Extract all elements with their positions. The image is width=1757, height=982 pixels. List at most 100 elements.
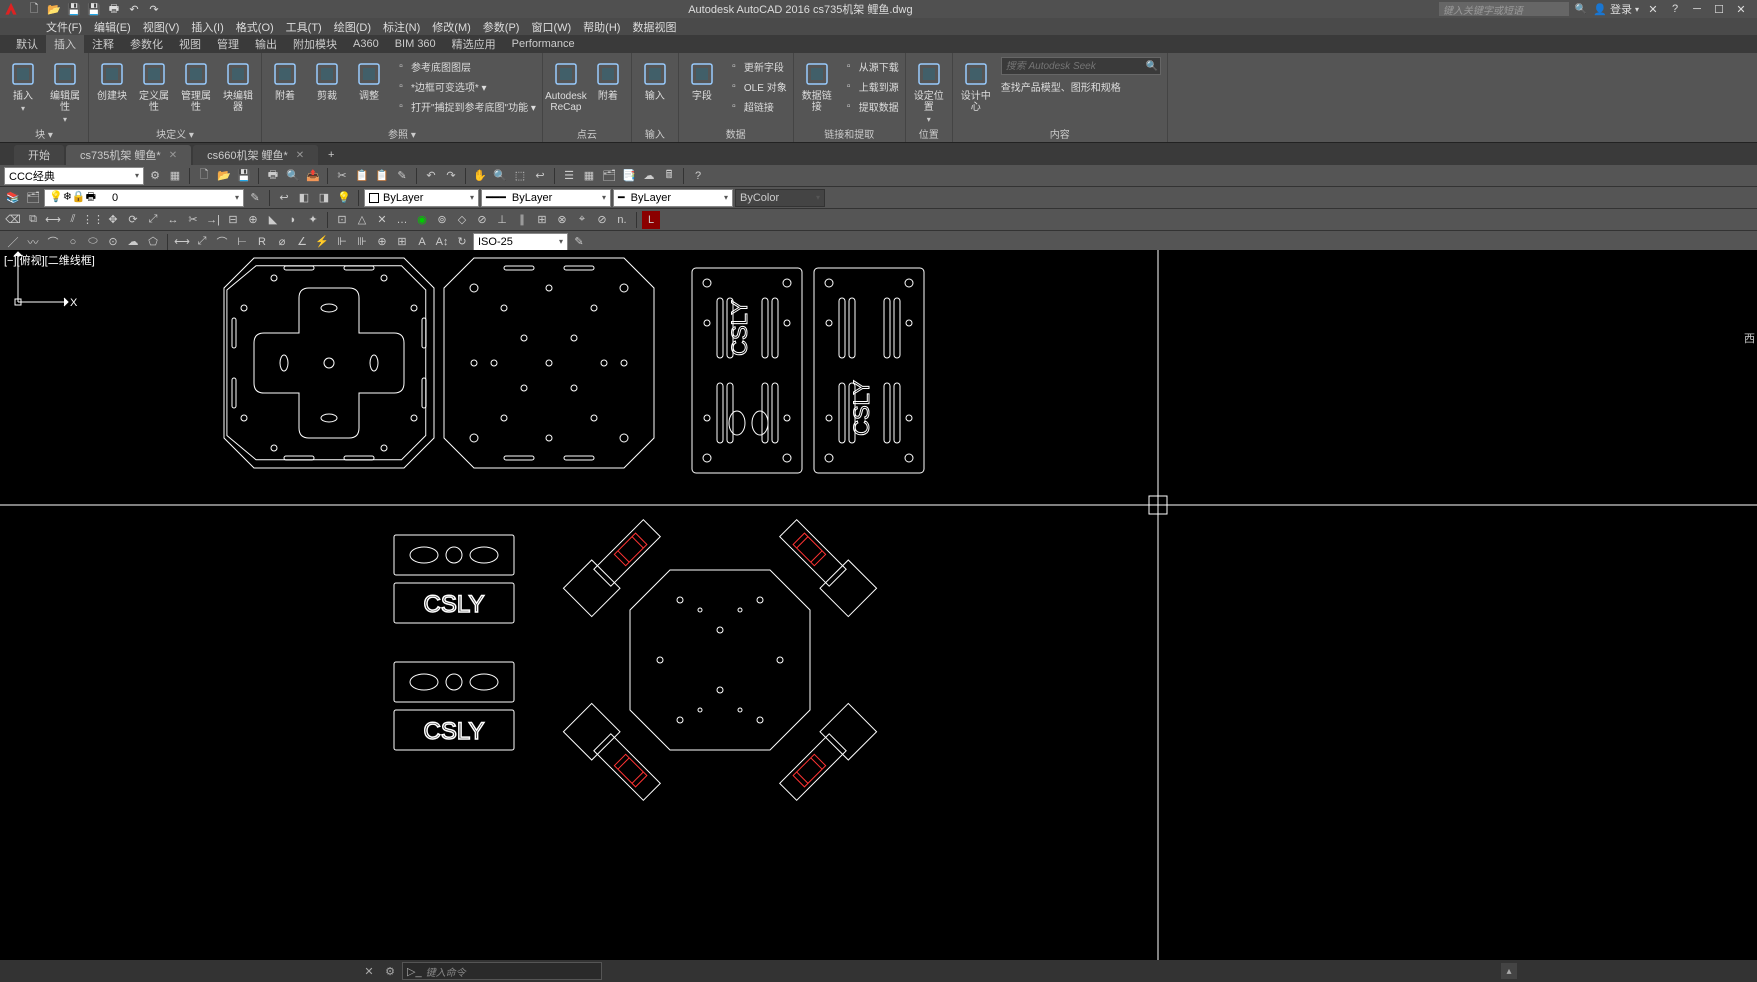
ucs-icon[interactable]: L <box>642 211 660 229</box>
dim-ord-icon[interactable]: ⊢ <box>233 233 251 251</box>
btn-编辑属性[interactable]: 编辑属性▾ <box>46 55 84 124</box>
ws-icon[interactable]: ▦ <box>166 167 184 185</box>
layer-combo[interactable]: 💡❄🔒🖶0▾ <box>44 189 244 207</box>
move-icon[interactable]: ✥ <box>104 211 122 229</box>
smallbtn[interactable]: ▫从源下载 <box>840 57 901 75</box>
doc-tab[interactable]: cs735机架 鲤鱼*✕ <box>66 145 191 165</box>
open-doc-icon[interactable]: 📂 <box>215 167 233 185</box>
cmd-opts-icon[interactable]: ⚙ <box>381 962 399 980</box>
snap-set-icon[interactable]: n. <box>613 211 631 229</box>
ssm-icon[interactable]: 📑 <box>620 167 638 185</box>
smallbtn[interactable]: ▫打开"捕捉到参考底图"功能 ▾ <box>392 97 538 115</box>
tab-close-icon[interactable]: ✕ <box>169 150 177 161</box>
zoomwin-icon[interactable]: ⬚ <box>511 167 529 185</box>
mirror-icon[interactable]: ⟷ <box>44 211 62 229</box>
snap-ext-icon[interactable]: … <box>393 211 411 229</box>
menu-绘图[interactable]: 绘图(D) <box>328 19 377 35</box>
doc-tab[interactable]: cs660机架 鲤鱼*✕ <box>193 145 318 165</box>
snap-geo-icon[interactable]: ⊚ <box>433 211 451 229</box>
dim-ali-icon[interactable]: ⤢ <box>193 233 211 251</box>
ribbon-tab-6[interactable]: 输出 <box>247 35 285 53</box>
layermatch-icon[interactable]: ✎ <box>246 189 264 207</box>
btn-管理属性[interactable]: 管理属性 <box>177 55 215 113</box>
undo2-icon[interactable]: ↶ <box>422 167 440 185</box>
menu-修改[interactable]: 修改(M) <box>426 19 477 35</box>
btn-附着[interactable]: 附着 <box>266 55 304 102</box>
help2-icon[interactable]: ? <box>689 167 707 185</box>
copy-icon[interactable]: 📋 <box>353 167 371 185</box>
ellipse-icon[interactable]: ⬭ <box>84 233 102 251</box>
dim-cen-icon[interactable]: ⊕ <box>373 233 391 251</box>
btn-字段[interactable]: 字段 <box>683 55 721 102</box>
save-icon[interactable]: 💾 <box>66 1 82 17</box>
pan-icon[interactable]: ✋ <box>471 167 489 185</box>
ribbon-tab-2[interactable]: 注释 <box>84 35 122 53</box>
menu-视图[interactable]: 视图(V) <box>137 19 186 35</box>
btn-创建块[interactable]: 创建块 <box>93 55 131 102</box>
btn-块编辑器[interactable]: 块编辑器 <box>219 55 257 113</box>
maximize-icon[interactable]: ☐ <box>1711 2 1727 16</box>
open-icon[interactable]: 📂 <box>46 1 62 17</box>
snap-ins-icon[interactable]: ⊞ <box>533 211 551 229</box>
layprev-icon[interactable]: ↩ <box>275 189 293 207</box>
plot-icon[interactable]: 🖶 <box>264 167 282 185</box>
dimstyle-icon[interactable]: ✎ <box>570 233 588 251</box>
copy2-icon[interactable]: ⧉ <box>24 211 42 229</box>
cmd-scroll-up-icon[interactable]: ▴ <box>1501 963 1517 979</box>
saveas-icon[interactable]: 💾 <box>86 1 102 17</box>
new-doc-icon[interactable]: 🗋 <box>195 167 213 185</box>
markup-icon[interactable]: ☁ <box>640 167 658 185</box>
layuniso-icon[interactable]: ◨ <box>315 189 333 207</box>
ribbon-tab-8[interactable]: A360 <box>345 35 387 53</box>
app-logo[interactable] <box>0 0 22 18</box>
snap-mid-icon[interactable]: △ <box>353 211 371 229</box>
dim-tedit-icon[interactable]: A↕ <box>433 233 451 251</box>
offset-icon[interactable]: ⫽ <box>64 211 82 229</box>
menu-工具[interactable]: 工具(T) <box>280 19 328 35</box>
dim-lin-icon[interactable]: ⟷ <box>173 233 191 251</box>
menu-标注[interactable]: 标注(N) <box>377 19 426 35</box>
btn-定义属性[interactable]: 定义属性 <box>135 55 173 113</box>
fillet-icon[interactable]: ◗ <box>284 211 302 229</box>
ribbon-tab-4[interactable]: 视图 <box>171 35 209 53</box>
smallbtn[interactable]: ▫OLE 对象 <box>725 77 789 95</box>
btn-输入[interactable]: 输入 <box>636 55 674 102</box>
gear-icon[interactable]: ⚙ <box>146 167 164 185</box>
stretch-icon[interactable]: ↔ <box>164 211 182 229</box>
dim-tol-icon[interactable]: ⊞ <box>393 233 411 251</box>
snap-cen-icon[interactable]: ◉ <box>413 211 431 229</box>
lineweight-combo[interactable]: ━ByLayer▾ <box>613 189 733 207</box>
layer-mgr-icon[interactable]: 📚 <box>4 189 22 207</box>
doc-tab[interactable]: 开始 <box>14 145 64 165</box>
snap-near-icon[interactable]: ⌖ <box>573 211 591 229</box>
btn-autodesk recap[interactable]: Autodesk ReCap <box>547 55 585 113</box>
polygon-icon[interactable]: ⬠ <box>144 233 162 251</box>
revcloud-icon[interactable]: ☁ <box>124 233 142 251</box>
match-icon[interactable]: ✎ <box>393 167 411 185</box>
dc-icon[interactable]: ▦ <box>580 167 598 185</box>
dim-rad-icon[interactable]: R <box>253 233 271 251</box>
help-icon[interactable]: ? <box>1667 2 1683 16</box>
qcalc-icon[interactable]: 🖩 <box>660 167 678 185</box>
search-icon[interactable]: 🔍 <box>1575 4 1587 15</box>
cut-icon[interactable]: ✂ <box>333 167 351 185</box>
color-combo[interactable]: ByLayer▾ <box>364 189 479 207</box>
help-search[interactable]: 键入关键字或短语 <box>1439 2 1569 16</box>
menu-插入[interactable]: 插入(I) <box>185 19 229 35</box>
smallbtn[interactable]: ▫提取数据 <box>840 97 901 115</box>
btn-剪裁[interactable]: 剪裁 <box>308 55 346 102</box>
seek-go-icon[interactable]: 🔍 <box>1144 58 1160 74</box>
ribbon-tab-7[interactable]: 附加模块 <box>285 35 345 53</box>
ribbon-tab-0[interactable]: 默认 <box>8 35 46 53</box>
prop-icon[interactable]: ☰ <box>560 167 578 185</box>
linetype-combo[interactable]: ━━━ByLayer▾ <box>481 189 611 207</box>
snap-qua-icon[interactable]: ◇ <box>453 211 471 229</box>
zoom-icon[interactable]: 🔍 <box>491 167 509 185</box>
dim-upd-icon[interactable]: ↻ <box>453 233 471 251</box>
dim-cont-icon[interactable]: ⊪ <box>353 233 371 251</box>
exchange-icon[interactable]: ✕ <box>1645 2 1661 16</box>
ribbon-tab-9[interactable]: BIM 360 <box>387 35 444 53</box>
ribbon-tab-5[interactable]: 管理 <box>209 35 247 53</box>
ribbon-tab-10[interactable]: 精选应用 <box>444 35 504 53</box>
publish-icon[interactable]: 📤 <box>304 167 322 185</box>
